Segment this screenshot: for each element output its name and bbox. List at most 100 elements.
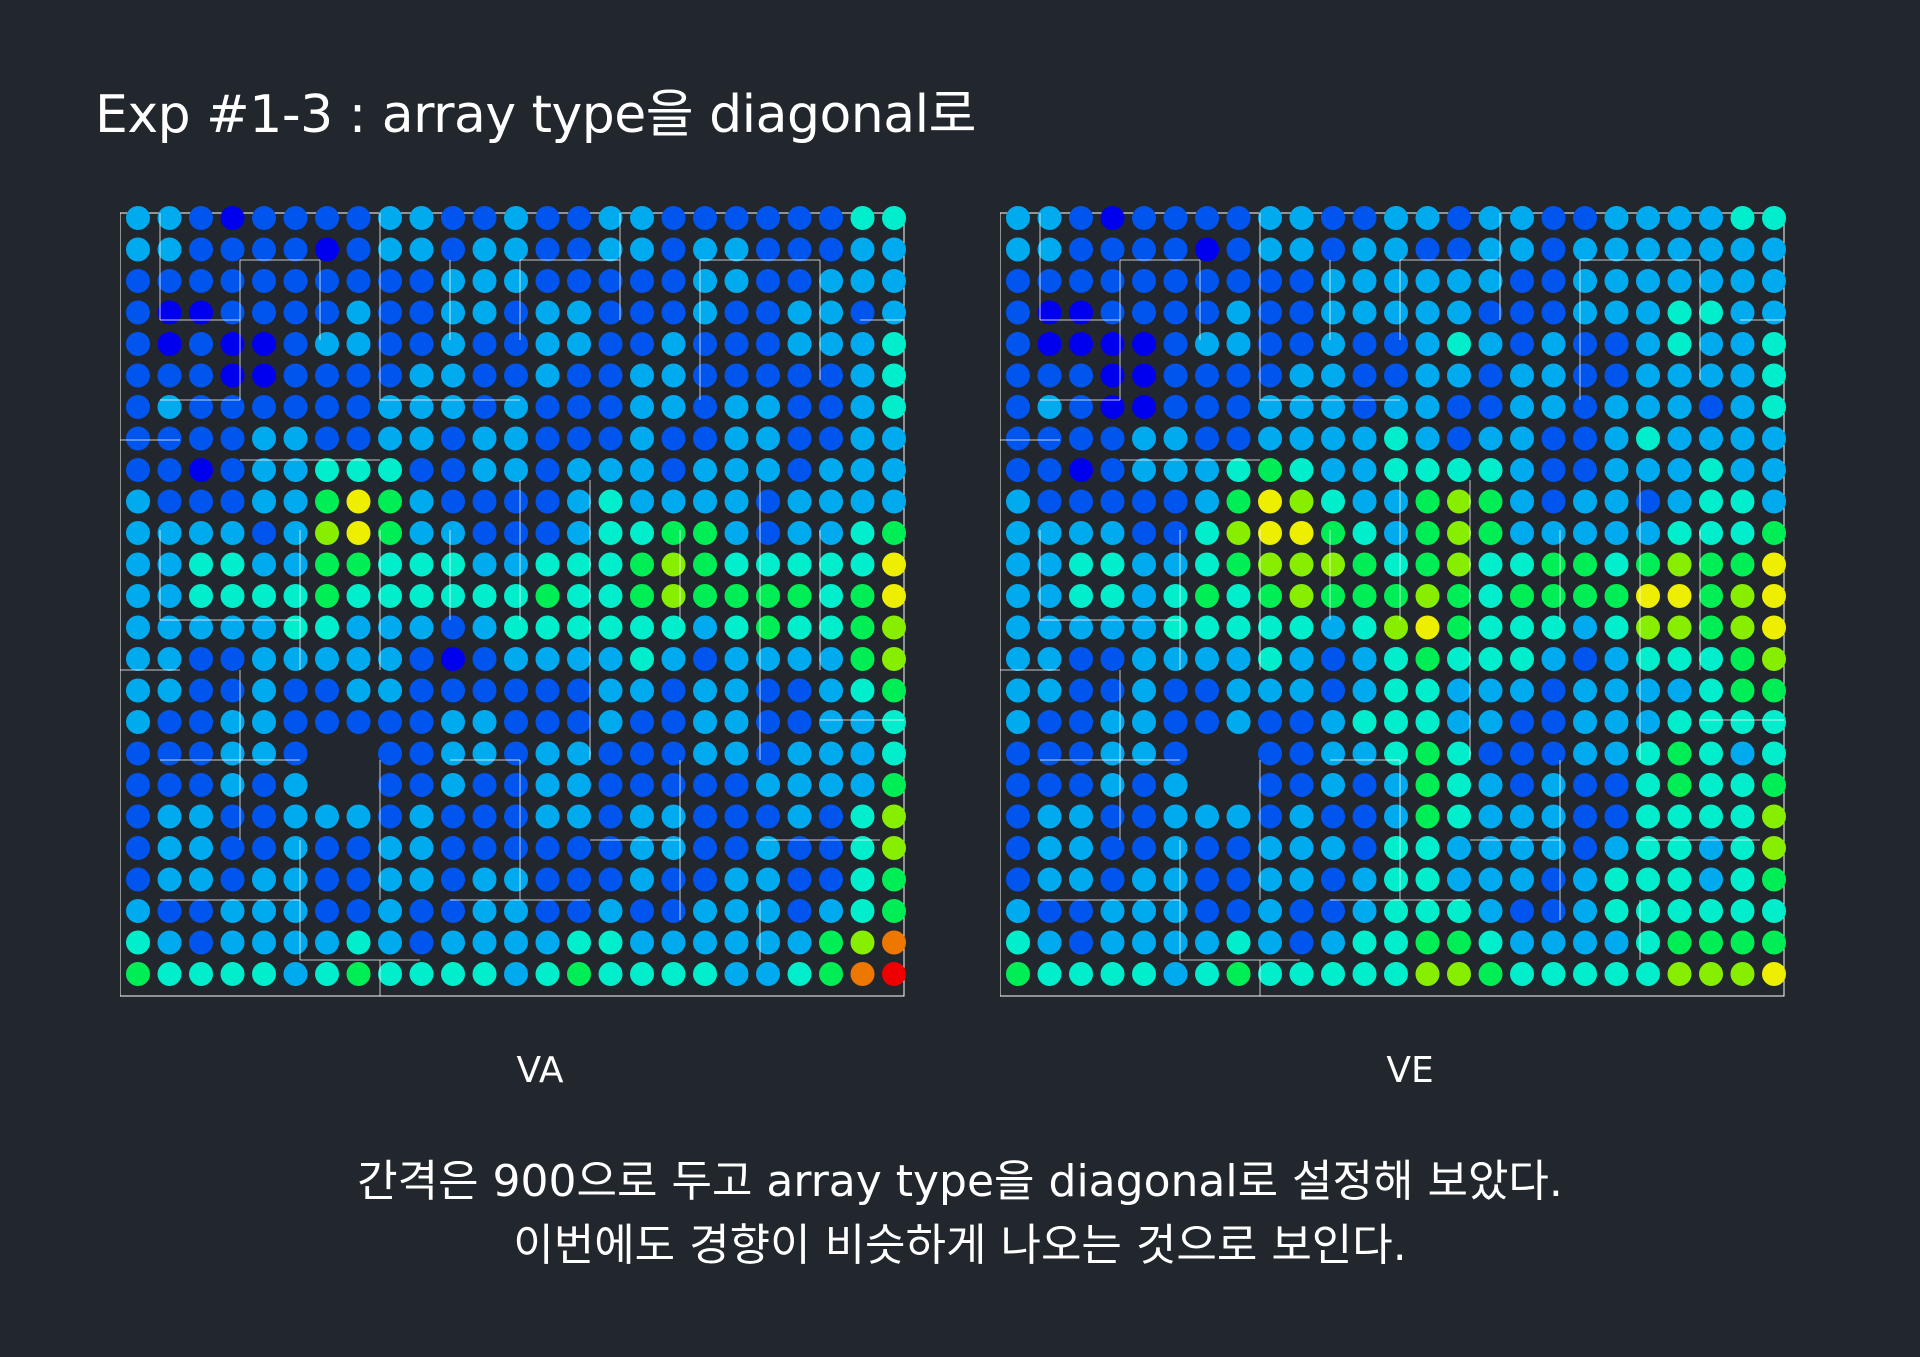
heat-cell	[598, 332, 623, 356]
heat-cell	[157, 867, 182, 892]
heat-cell	[1573, 332, 1597, 356]
heat-cell	[1289, 773, 1314, 797]
heat-cell	[1699, 269, 1723, 293]
heat-cell	[409, 615, 434, 640]
heat-cell	[1604, 521, 1629, 545]
heat-cell	[1352, 615, 1377, 640]
heat-cell	[724, 237, 749, 262]
heat-cell	[441, 458, 465, 482]
heat-cell	[598, 741, 623, 766]
heat-cell	[1258, 552, 1282, 577]
heat-cell	[1321, 332, 1345, 356]
heat-cell	[378, 363, 402, 388]
heat-cell	[1289, 458, 1314, 482]
heat-cell	[1006, 678, 1030, 703]
heat-cell	[1100, 363, 1125, 388]
heat-cell	[1195, 867, 1219, 892]
heat-cell	[535, 867, 560, 892]
heat-cell	[1415, 584, 1440, 608]
heat-cell	[1636, 332, 1660, 356]
heat-cell	[1289, 584, 1314, 608]
heat-cell	[1163, 615, 1188, 640]
heat-cell	[1037, 584, 1062, 608]
heat-cell	[882, 521, 906, 545]
heat-cell	[1604, 584, 1629, 608]
heat-cell	[850, 615, 875, 640]
heat-cell	[1195, 300, 1219, 325]
heat-cell	[567, 804, 591, 829]
heat-cell	[283, 426, 308, 451]
heat-cell	[1226, 206, 1251, 230]
heat-cell	[1258, 521, 1282, 545]
heat-cell	[882, 269, 906, 293]
heat-cell	[1289, 521, 1314, 545]
heat-cell	[315, 615, 339, 640]
heat-cell	[1037, 930, 1062, 955]
heat-cell	[598, 899, 623, 923]
heat-cell	[598, 552, 623, 577]
heat-cell	[1069, 395, 1093, 419]
heat-cell	[157, 962, 182, 986]
heat-cell	[567, 962, 591, 986]
heat-cell	[283, 332, 308, 356]
heat-cell	[1258, 395, 1282, 419]
heat-cell	[1636, 899, 1660, 923]
description-line-2: 이번에도 경향이 비슷하게 나오는 것으로 보인다.	[513, 1220, 1407, 1271]
heat-cell	[1541, 710, 1566, 734]
heat-cell	[1573, 584, 1597, 608]
heat-cell	[1037, 206, 1062, 230]
heat-cell	[1415, 552, 1440, 577]
heat-cell	[409, 458, 434, 482]
heat-cell	[346, 584, 371, 608]
heat-cell	[1730, 206, 1755, 230]
heat-cell	[220, 962, 245, 986]
description: 간격은 900으로 두고 array type을 diagonal로 설정해 보…	[0, 1150, 1920, 1278]
heat-cell	[346, 269, 371, 293]
heat-cell	[882, 332, 906, 356]
heat-cell	[1037, 332, 1062, 356]
heat-cell	[378, 426, 402, 451]
heat-cell	[1006, 395, 1030, 419]
heat-cell	[1478, 363, 1503, 388]
heat-cell	[1069, 899, 1093, 923]
heat-cell	[1195, 962, 1219, 986]
heat-cell	[252, 363, 276, 388]
heat-cell	[535, 710, 560, 734]
heat-cell	[1762, 269, 1786, 293]
heat-cell	[1100, 269, 1125, 293]
heat-cell	[1510, 741, 1534, 766]
heat-cell	[1573, 300, 1597, 325]
heat-cell	[1069, 458, 1093, 482]
heat-cell	[252, 930, 276, 955]
heat-cell	[661, 206, 686, 230]
heat-cell	[157, 930, 182, 955]
heat-cell	[1384, 426, 1408, 451]
heat-cell	[1321, 584, 1345, 608]
heat-cell	[1006, 552, 1030, 577]
heat-cell	[1006, 363, 1030, 388]
heat-cell	[1762, 867, 1786, 892]
heat-cell	[1699, 458, 1723, 482]
heat-cell	[252, 647, 276, 671]
heat-cell	[1037, 867, 1062, 892]
heat-cell	[1636, 615, 1660, 640]
heat-cell	[1447, 647, 1471, 671]
heat-cell	[819, 930, 843, 955]
heat-cell	[1730, 678, 1755, 703]
heat-cell	[535, 458, 560, 482]
heat-cell	[535, 773, 560, 797]
heat-cell	[850, 899, 875, 923]
heat-cell	[1289, 678, 1314, 703]
heat-cell	[1289, 899, 1314, 923]
heat-cell	[189, 647, 213, 671]
heat-cell	[1226, 395, 1251, 419]
heat-cell	[346, 678, 371, 703]
heat-cell	[1163, 773, 1188, 797]
heat-cell	[1258, 741, 1282, 766]
heat-cell	[1037, 458, 1062, 482]
heat-cell	[126, 552, 150, 577]
heat-cell	[1699, 395, 1723, 419]
heat-cell	[346, 804, 371, 829]
heat-cell	[661, 332, 686, 356]
heat-cell	[693, 962, 717, 986]
